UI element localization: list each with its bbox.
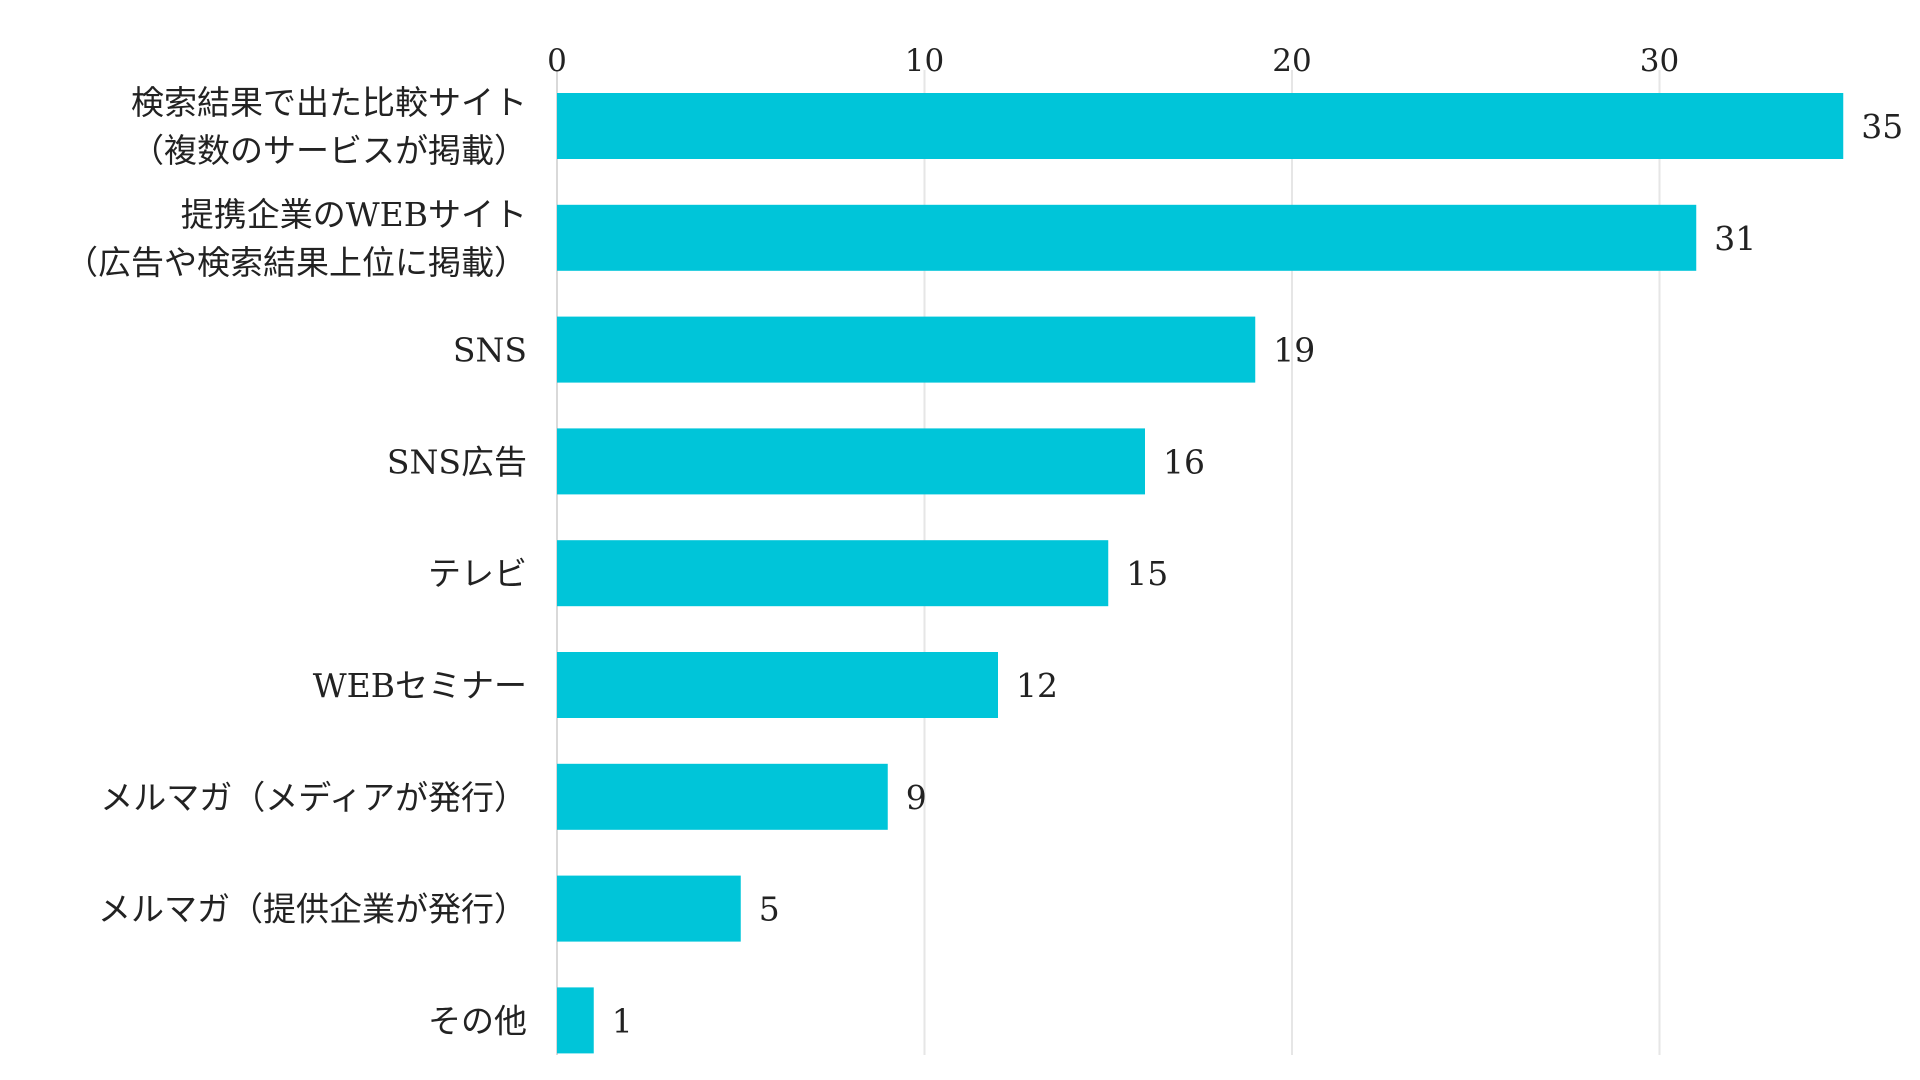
data-label: 31 (1714, 219, 1756, 258)
x-tick-label: 10 (905, 43, 944, 79)
x-tick-label: 30 (1640, 43, 1679, 79)
bar (557, 875, 741, 942)
category-label-line: WEBセミナー (313, 666, 527, 705)
data-label: 12 (1016, 666, 1058, 705)
category-label: 提携企業のWEBサイト （広告や検索結果上位に掲載） (65, 195, 527, 282)
bar (557, 93, 1844, 159)
bar (557, 316, 1256, 383)
category-labels: 検索結果で出た比較サイト （複数のサービスが掲載） 提携企業のWEBサイト （広告や検… (65, 83, 527, 1040)
data-label: 9 (906, 778, 927, 817)
category-label: 検索結果で出た比較サイト （複数のサービスが掲載） (131, 83, 527, 170)
data-label: 5 (759, 890, 780, 929)
category-label-line: （複数のサービスが掲載） (131, 131, 527, 170)
data-label: 19 (1273, 331, 1315, 370)
category-label-line: SNS (453, 331, 527, 370)
category-label: WEBセミナー (313, 666, 527, 705)
bar (557, 763, 888, 830)
category-label-line: メルマガ（メディアが発行） (100, 778, 527, 817)
bar (557, 540, 1109, 607)
bar (557, 428, 1145, 495)
category-label-line: メルマガ（提供企業が発行） (98, 890, 527, 929)
category-label-line: テレビ (428, 554, 527, 593)
category-label: メルマガ（メディアが発行） (100, 778, 527, 817)
data-labels: 35 31 19 16 15 12 9 5 1 (612, 107, 1904, 1040)
category-label: テレビ (428, 554, 527, 593)
bar (557, 204, 1697, 271)
data-label: 15 (1126, 554, 1168, 593)
data-label: 16 (1163, 442, 1205, 481)
bar (557, 652, 998, 718)
category-label-line: その他 (428, 1001, 527, 1040)
category-label: メルマガ（提供企業が発行） (98, 890, 527, 929)
data-label: 1 (612, 1001, 633, 1040)
category-label-line: 検索結果で出た比較サイト (131, 83, 527, 122)
category-label-line: （広告や検索結果上位に掲載） (65, 243, 527, 282)
category-label-line: 提携企業のWEBサイト (181, 195, 527, 234)
x-tick-label: 0 (547, 43, 567, 79)
bars (557, 93, 1844, 1054)
x-axis-ticks: 0 10 20 30 (547, 43, 1679, 79)
category-label-line: SNS広告 (387, 442, 527, 481)
category-label: その他 (428, 1001, 527, 1040)
data-label: 35 (1861, 107, 1903, 146)
category-label: SNS広告 (387, 442, 527, 481)
category-label: SNS (453, 331, 527, 370)
bar (557, 987, 594, 1054)
x-tick-label: 20 (1272, 43, 1311, 79)
